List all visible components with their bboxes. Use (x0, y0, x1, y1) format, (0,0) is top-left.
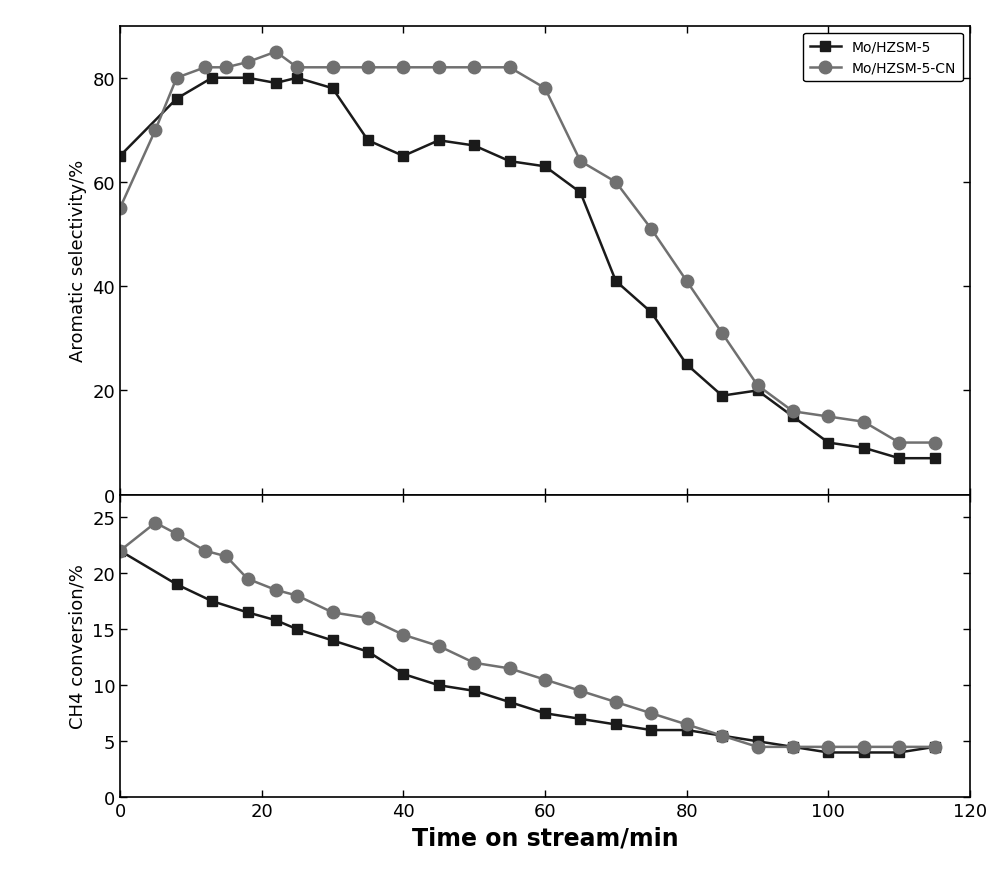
Mo/HZSM-5-CN (362, 63, 374, 74)
Legend: Mo/HZSM-5, Mo/HZSM-5-CN: Mo/HZSM-5, Mo/HZSM-5-CN (803, 34, 963, 82)
Mo/HZSM-5 (752, 385, 764, 396)
Mo/HZSM-5 (206, 74, 218, 84)
Mo/HZSM-5 (610, 276, 622, 287)
Mo/HZSM-5 (539, 162, 551, 173)
Mo/HZSM-5 (716, 391, 728, 401)
Mo/HZSM-5 (645, 307, 657, 318)
Mo/HZSM-5-CN (433, 63, 445, 74)
Mo/HZSM-5-CN (752, 380, 764, 391)
X-axis label: Time on stream/min: Time on stream/min (412, 826, 678, 850)
Mo/HZSM-5 (433, 136, 445, 146)
Mo/HZSM-5-CN (893, 438, 905, 448)
Mo/HZSM-5 (681, 360, 693, 370)
Mo/HZSM-5 (929, 454, 941, 464)
Mo/HZSM-5-CN (539, 84, 551, 95)
Mo/HZSM-5 (270, 79, 282, 89)
Mo/HZSM-5 (114, 152, 126, 162)
Mo/HZSM-5-CN (610, 177, 622, 188)
Mo/HZSM-5-CN (716, 329, 728, 339)
Mo/HZSM-5 (504, 157, 516, 167)
Mo/HZSM-5 (326, 84, 338, 95)
Mo/HZSM-5 (397, 152, 409, 162)
Mo/HZSM-5 (171, 94, 183, 105)
Mo/HZSM-5-CN (504, 63, 516, 74)
Line: Mo/HZSM-5: Mo/HZSM-5 (115, 74, 939, 463)
Mo/HZSM-5-CN (929, 438, 941, 448)
Mo/HZSM-5-CN (199, 63, 211, 74)
Mo/HZSM-5-CN (681, 276, 693, 287)
Mo/HZSM-5 (893, 454, 905, 464)
Mo/HZSM-5 (242, 74, 254, 84)
Mo/HZSM-5-CN (574, 157, 586, 167)
Mo/HZSM-5-CN (242, 58, 254, 68)
Line: Mo/HZSM-5-CN: Mo/HZSM-5-CN (114, 46, 941, 449)
Mo/HZSM-5-CN (291, 63, 303, 74)
Mo/HZSM-5-CN (787, 407, 799, 417)
Mo/HZSM-5-CN (858, 417, 870, 428)
Mo/HZSM-5 (291, 74, 303, 84)
Y-axis label: CH4 conversion/%: CH4 conversion/% (69, 563, 87, 728)
Mo/HZSM-5-CN (149, 126, 161, 136)
Y-axis label: Aromatic selectivity/%: Aromatic selectivity/% (69, 159, 87, 361)
Mo/HZSM-5-CN (645, 224, 657, 235)
Mo/HZSM-5-CN (171, 74, 183, 84)
Mo/HZSM-5 (362, 136, 374, 146)
Mo/HZSM-5 (574, 188, 586, 198)
Mo/HZSM-5 (858, 443, 870, 454)
Mo/HZSM-5-CN (397, 63, 409, 74)
Mo/HZSM-5-CN (822, 412, 834, 423)
Mo/HZSM-5 (822, 438, 834, 448)
Mo/HZSM-5-CN (326, 63, 338, 74)
Mo/HZSM-5-CN (114, 204, 126, 214)
Mo/HZSM-5 (468, 141, 480, 152)
Mo/HZSM-5-CN (220, 63, 232, 74)
Mo/HZSM-5-CN (270, 47, 282, 58)
Mo/HZSM-5-CN (468, 63, 480, 74)
Mo/HZSM-5 (787, 412, 799, 423)
